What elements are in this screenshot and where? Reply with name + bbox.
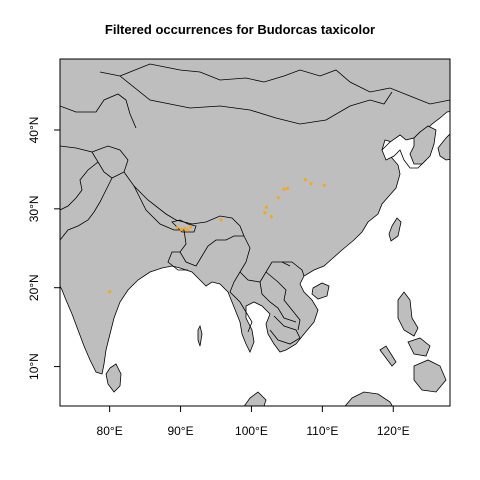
map-frame <box>59 58 451 407</box>
occurrence-point <box>183 226 187 231</box>
border-bhutan <box>171 219 197 233</box>
land-taiwan <box>388 217 402 242</box>
occurrence-point <box>179 227 183 231</box>
land-andaman-islands <box>197 324 203 347</box>
occurrence-point <box>269 215 273 219</box>
land-mindanao <box>413 359 447 393</box>
border-central-asia <box>60 145 99 211</box>
land-japan <box>437 133 450 161</box>
x-tick-label: 120°E <box>377 424 410 438</box>
x-tick-label: 80°E <box>97 424 123 438</box>
land-sri-lanka <box>105 363 122 393</box>
x-tick-label: 100°E <box>235 424 268 438</box>
border-china-mongolia <box>119 75 393 125</box>
y-axis: 10°N 20°N 30°N 40°N <box>27 117 60 380</box>
border-india-bangladesh-myanmar <box>179 229 244 267</box>
occurrence-point <box>188 225 193 229</box>
occurrence-points <box>108 178 327 294</box>
occurrence-point <box>108 290 112 294</box>
land-korea <box>409 125 437 165</box>
border-myanmar-china <box>239 235 291 283</box>
occurrence-point <box>186 228 190 232</box>
occurrence-point <box>322 183 327 187</box>
occurrence-point <box>264 205 268 209</box>
border-bangladesh <box>167 251 188 271</box>
land-borneo <box>344 391 393 406</box>
x-tick-label: 110°E <box>306 424 338 438</box>
occurrence-point <box>263 211 267 215</box>
occurrence-point <box>175 226 179 230</box>
border-china-vietnam <box>282 261 305 277</box>
border-laos-thailand <box>259 281 297 323</box>
land-sumatra <box>243 391 267 406</box>
x-axis: 80°E 90°E 100°E 110°E 120°E <box>97 406 410 438</box>
land-hainan <box>311 282 330 300</box>
occurrence-point <box>219 218 223 222</box>
border-china-kashmir <box>91 145 129 179</box>
occurrence-point <box>276 196 280 200</box>
y-tick-label: 20°N <box>27 274 41 301</box>
occurrence-point <box>286 186 290 190</box>
border-russia-mongolia <box>99 63 450 105</box>
border-china-india-himalaya <box>123 171 245 237</box>
border-myanmar-thailand <box>229 271 253 333</box>
y-tick-label: 30°N <box>27 195 41 222</box>
map-title: Filtered occurrences for Budorcas taxico… <box>104 22 376 37</box>
border-pakistan-india <box>60 161 113 241</box>
border-laos-vietnam <box>265 271 301 331</box>
land-visayas <box>407 337 431 357</box>
occurrence-point <box>282 187 286 191</box>
border-nepal-india <box>133 185 184 231</box>
border-kazakhstan-china <box>60 93 137 129</box>
occurrence-point <box>303 178 307 182</box>
land-palawan <box>379 345 397 367</box>
country-borders <box>60 63 450 345</box>
occurrence-point <box>309 182 313 186</box>
y-tick-label: 40°N <box>27 117 41 144</box>
land-layer <box>60 59 450 406</box>
y-tick-label: 10°N <box>27 353 41 380</box>
x-tick-label: 90°E <box>167 424 193 438</box>
border-cambodia <box>269 315 301 345</box>
land-luzon <box>397 291 419 337</box>
